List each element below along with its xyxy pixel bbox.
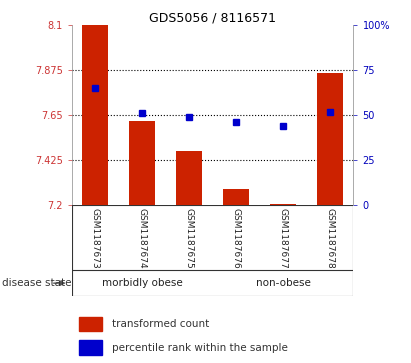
Text: GSM1187673: GSM1187673 (91, 208, 100, 269)
Bar (317, 73, 343, 205)
Bar (129, 121, 155, 205)
Text: percentile rank within the sample: percentile rank within the sample (112, 343, 288, 352)
Bar (270, 204, 296, 205)
Text: non-obese: non-obese (256, 278, 311, 288)
Text: morbidly obese: morbidly obese (102, 278, 182, 288)
Text: GSM1187675: GSM1187675 (185, 208, 194, 269)
Text: GSM1187676: GSM1187676 (232, 208, 241, 269)
Text: disease state: disease state (2, 278, 72, 288)
Bar (176, 151, 202, 205)
Text: GSM1187677: GSM1187677 (279, 208, 288, 269)
Bar (79, 317, 102, 331)
Bar (83, 25, 108, 205)
Text: transformed count: transformed count (112, 319, 210, 329)
Title: GDS5056 / 8116571: GDS5056 / 8116571 (149, 11, 276, 24)
Text: GSM1187678: GSM1187678 (326, 208, 335, 269)
Bar (79, 340, 102, 355)
Text: GSM1187674: GSM1187674 (138, 208, 147, 269)
Bar (223, 189, 249, 205)
